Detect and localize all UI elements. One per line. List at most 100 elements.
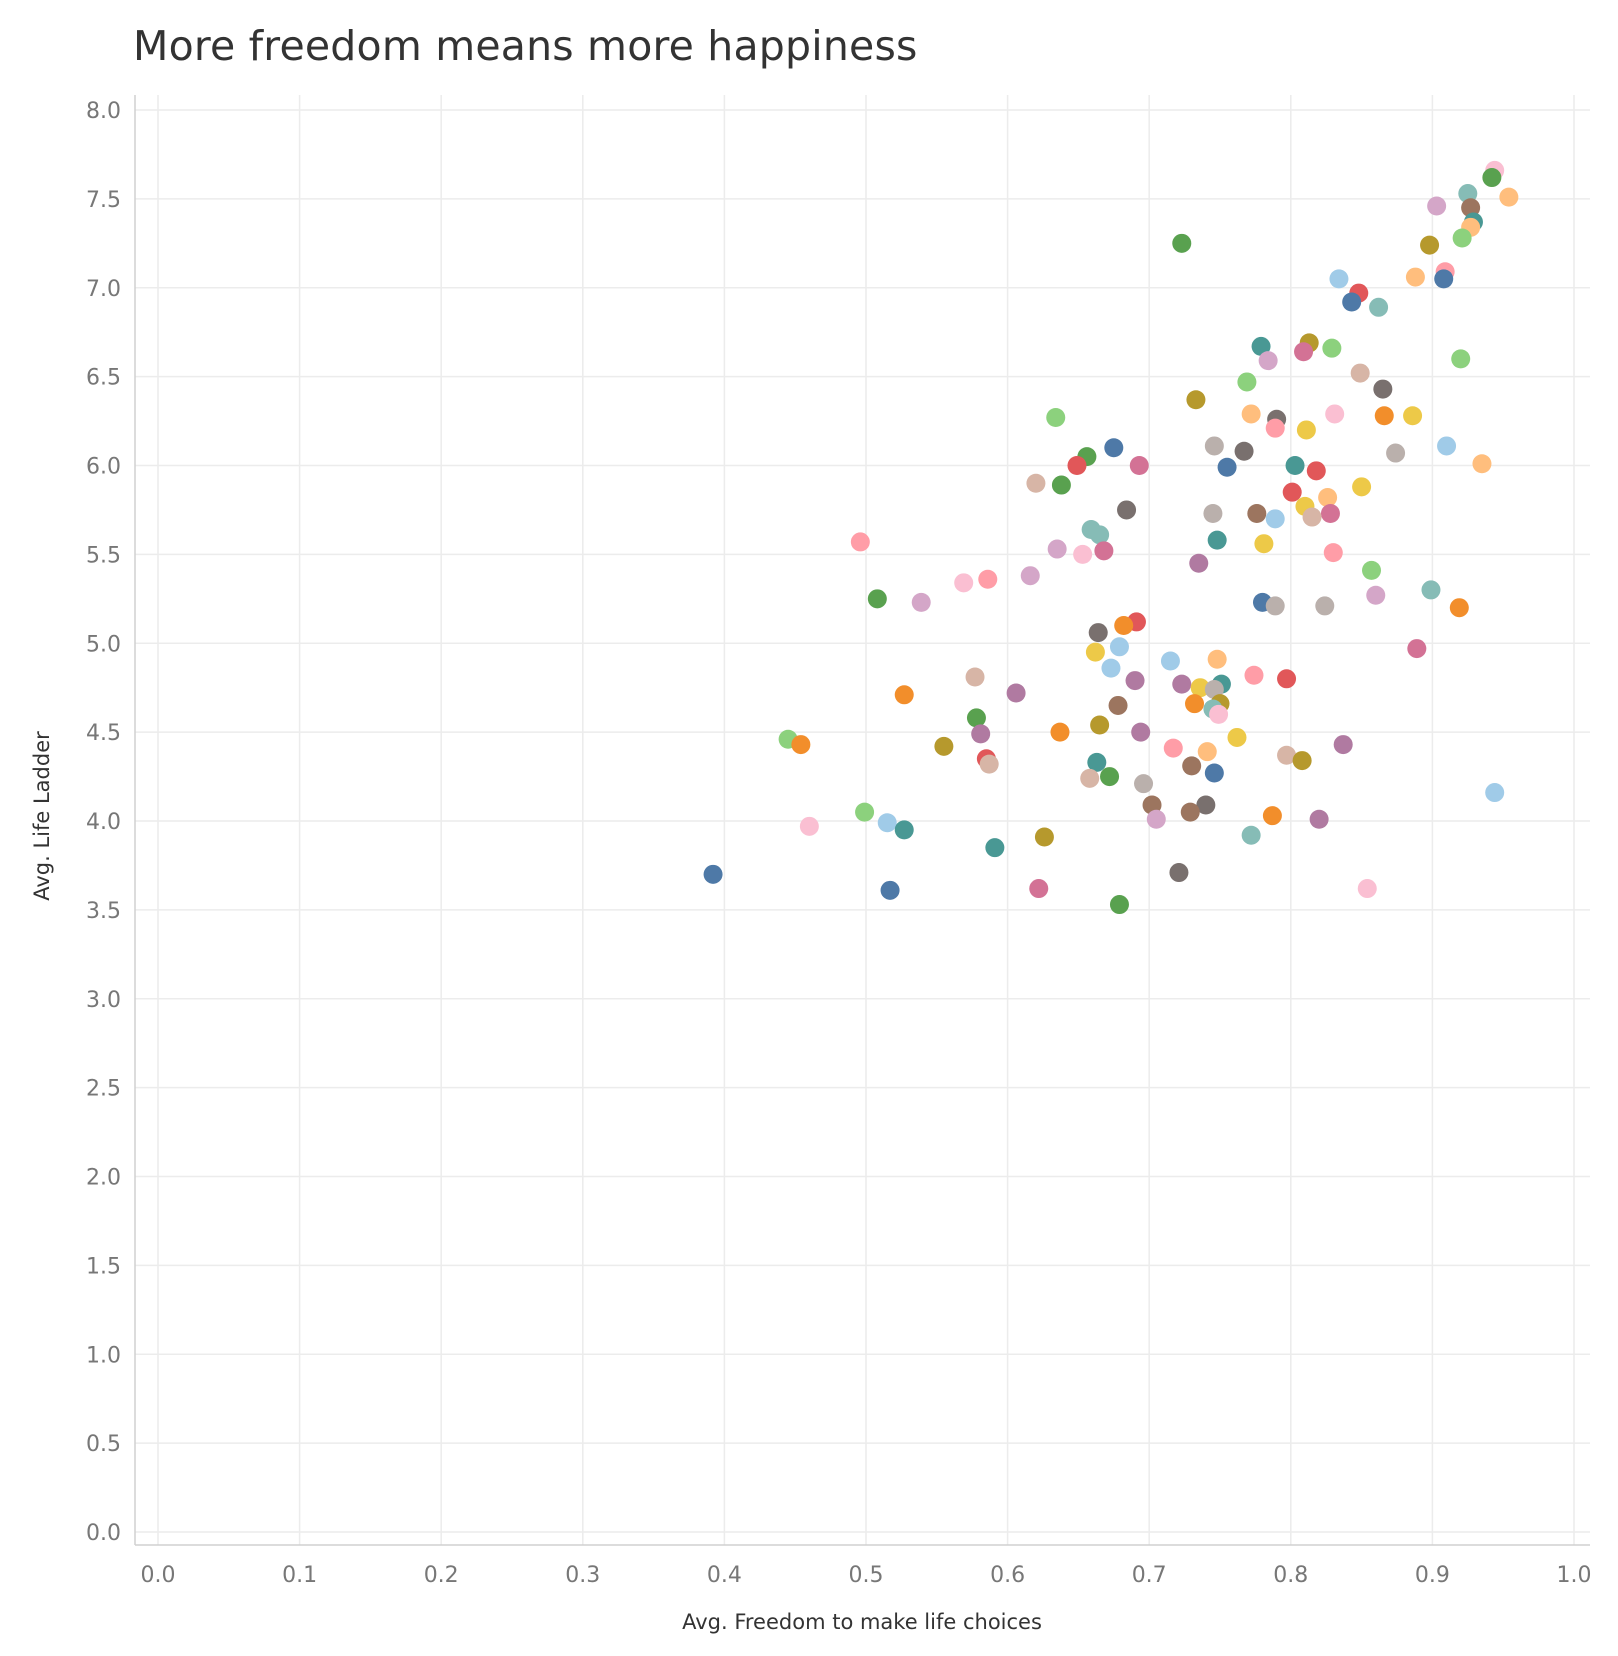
data-point[interactable] [1325,404,1345,424]
data-point[interactable] [1094,541,1114,561]
data-point[interactable] [1020,566,1040,586]
data-point[interactable] [1241,825,1261,845]
data-point[interactable] [1189,553,1209,573]
data-point[interactable] [1333,735,1353,755]
data-point[interactable] [1090,525,1110,545]
data-point[interactable] [1458,184,1478,204]
data-point[interactable] [1265,596,1285,616]
data-point[interactable] [1117,500,1137,520]
data-point[interactable] [1292,751,1312,771]
data-point[interactable] [966,708,986,728]
data-point[interactable] [1434,269,1454,289]
data-point[interactable] [1237,372,1257,392]
data-point[interactable] [985,838,1005,858]
data-point[interactable] [1109,895,1129,915]
data-point[interactable] [1006,683,1026,703]
data-point[interactable] [1254,534,1274,554]
data-point[interactable] [1244,665,1264,685]
data-point[interactable] [1134,774,1154,794]
data-point[interactable] [1114,615,1134,635]
data-point[interactable] [1282,482,1302,502]
data-point[interactable] [1163,738,1183,758]
data-point[interactable] [1485,783,1505,803]
data-point[interactable] [1204,763,1224,783]
data-point[interactable] [1322,338,1342,358]
data-point[interactable] [1227,727,1247,747]
data-point[interactable] [1073,544,1093,564]
data-point[interactable] [1277,745,1297,765]
data-point[interactable] [1204,679,1224,699]
data-point[interactable] [1026,473,1046,493]
data-point[interactable] [1449,598,1469,618]
data-point[interactable] [1125,671,1145,691]
data-point[interactable] [1323,543,1343,563]
data-point[interactable] [1087,752,1107,772]
data-point[interactable] [979,754,999,774]
data-point[interactable] [1262,806,1282,826]
data-point[interactable] [1461,198,1481,218]
data-point[interactable] [1294,342,1314,362]
data-point[interactable] [1217,457,1237,477]
data-point[interactable] [1182,756,1202,776]
data-point[interactable] [1204,436,1224,456]
data-point[interactable] [880,880,900,900]
data-point[interactable] [1482,168,1502,188]
data-point[interactable] [1186,390,1206,410]
data-point[interactable] [1197,742,1217,762]
data-point[interactable] [1207,530,1227,550]
data-point[interactable] [703,864,723,884]
data-point[interactable] [1169,863,1189,883]
data-point[interactable] [1180,802,1200,822]
data-point[interactable] [1285,456,1305,475]
data-point[interactable] [1499,187,1519,207]
data-point[interactable] [850,532,870,552]
data-point[interactable] [1029,879,1049,899]
data-point[interactable] [1320,503,1340,523]
data-point[interactable] [1265,418,1285,438]
data-point[interactable] [1296,420,1316,440]
data-point[interactable] [954,573,974,593]
data-point[interactable] [1109,637,1129,657]
data-point[interactable] [965,667,985,687]
data-point[interactable] [1088,623,1108,643]
data-point[interactable] [1160,651,1180,671]
data-point[interactable] [855,802,875,822]
data-point[interactable] [1090,715,1110,735]
data-point[interactable] [1373,379,1393,399]
data-point[interactable] [1277,669,1297,689]
data-point[interactable] [1369,297,1389,317]
data-point[interactable] [1374,406,1394,426]
data-point[interactable] [1185,694,1205,714]
data-point[interactable] [1129,456,1149,475]
data-point[interactable] [867,589,887,609]
data-point[interactable] [1403,406,1423,426]
data-point[interactable] [1352,477,1372,497]
data-point[interactable] [971,724,991,744]
data-point[interactable] [1437,436,1457,456]
data-point[interactable] [1421,580,1441,600]
data-point[interactable] [1265,509,1285,529]
data-point[interactable] [1100,767,1120,787]
data-point[interactable] [1241,404,1261,424]
data-point[interactable] [1108,695,1128,715]
data-point[interactable] [934,736,954,756]
data-point[interactable] [1366,585,1386,605]
data-point[interactable] [1080,768,1100,788]
data-point[interactable] [1318,487,1338,507]
data-point[interactable] [1247,503,1267,523]
data-point[interactable] [1420,235,1440,255]
data-point[interactable] [894,685,914,705]
data-point[interactable] [1067,456,1087,475]
data-point[interactable] [1407,639,1427,659]
data-point[interactable] [1302,507,1322,527]
data-point[interactable] [1427,196,1447,216]
data-point[interactable] [1146,809,1166,829]
data-point[interactable] [1472,454,1492,474]
data-point[interactable] [1329,269,1349,289]
data-point[interactable] [1034,827,1054,847]
data-point[interactable] [1051,475,1071,495]
data-point[interactable] [877,813,897,833]
data-point[interactable] [1357,879,1377,899]
data-point[interactable] [1190,678,1210,698]
data-point[interactable] [1306,461,1326,481]
